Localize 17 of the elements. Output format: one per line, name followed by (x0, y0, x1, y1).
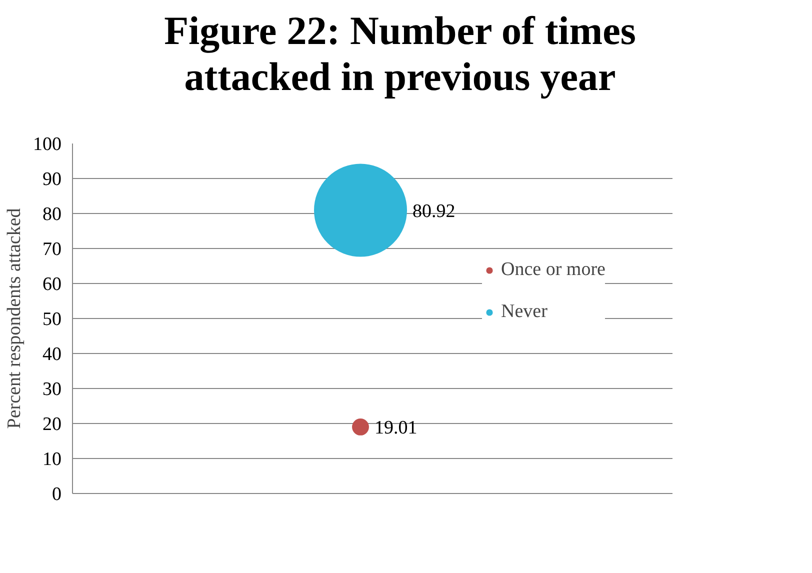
y-tick-label: 100 (33, 134, 62, 155)
chart-title: Figure 22: Number of times attacked in previous year (163, 8, 637, 100)
y-tick-label: 0 (52, 484, 62, 505)
y-tick-label: 50 (42, 309, 62, 330)
data-label: 19.01 (374, 417, 418, 438)
y-tick-label: 40 (42, 344, 62, 365)
legend-label: Never (501, 301, 548, 323)
y-tick-label: 80 (42, 204, 62, 225)
y-tick-label: 90 (42, 169, 62, 190)
y-tick-label: 10 (42, 449, 62, 470)
y-tick-label: 60 (42, 274, 62, 295)
y-tick-label: 30 (42, 379, 62, 400)
y-tick-label: 70 (42, 239, 62, 260)
y-tick-label: 20 (42, 414, 62, 435)
y-axis-title: Percent respondents attacked (4, 208, 25, 429)
legend-label: Once or more (501, 259, 606, 281)
data-label: 80.92 (412, 200, 456, 222)
